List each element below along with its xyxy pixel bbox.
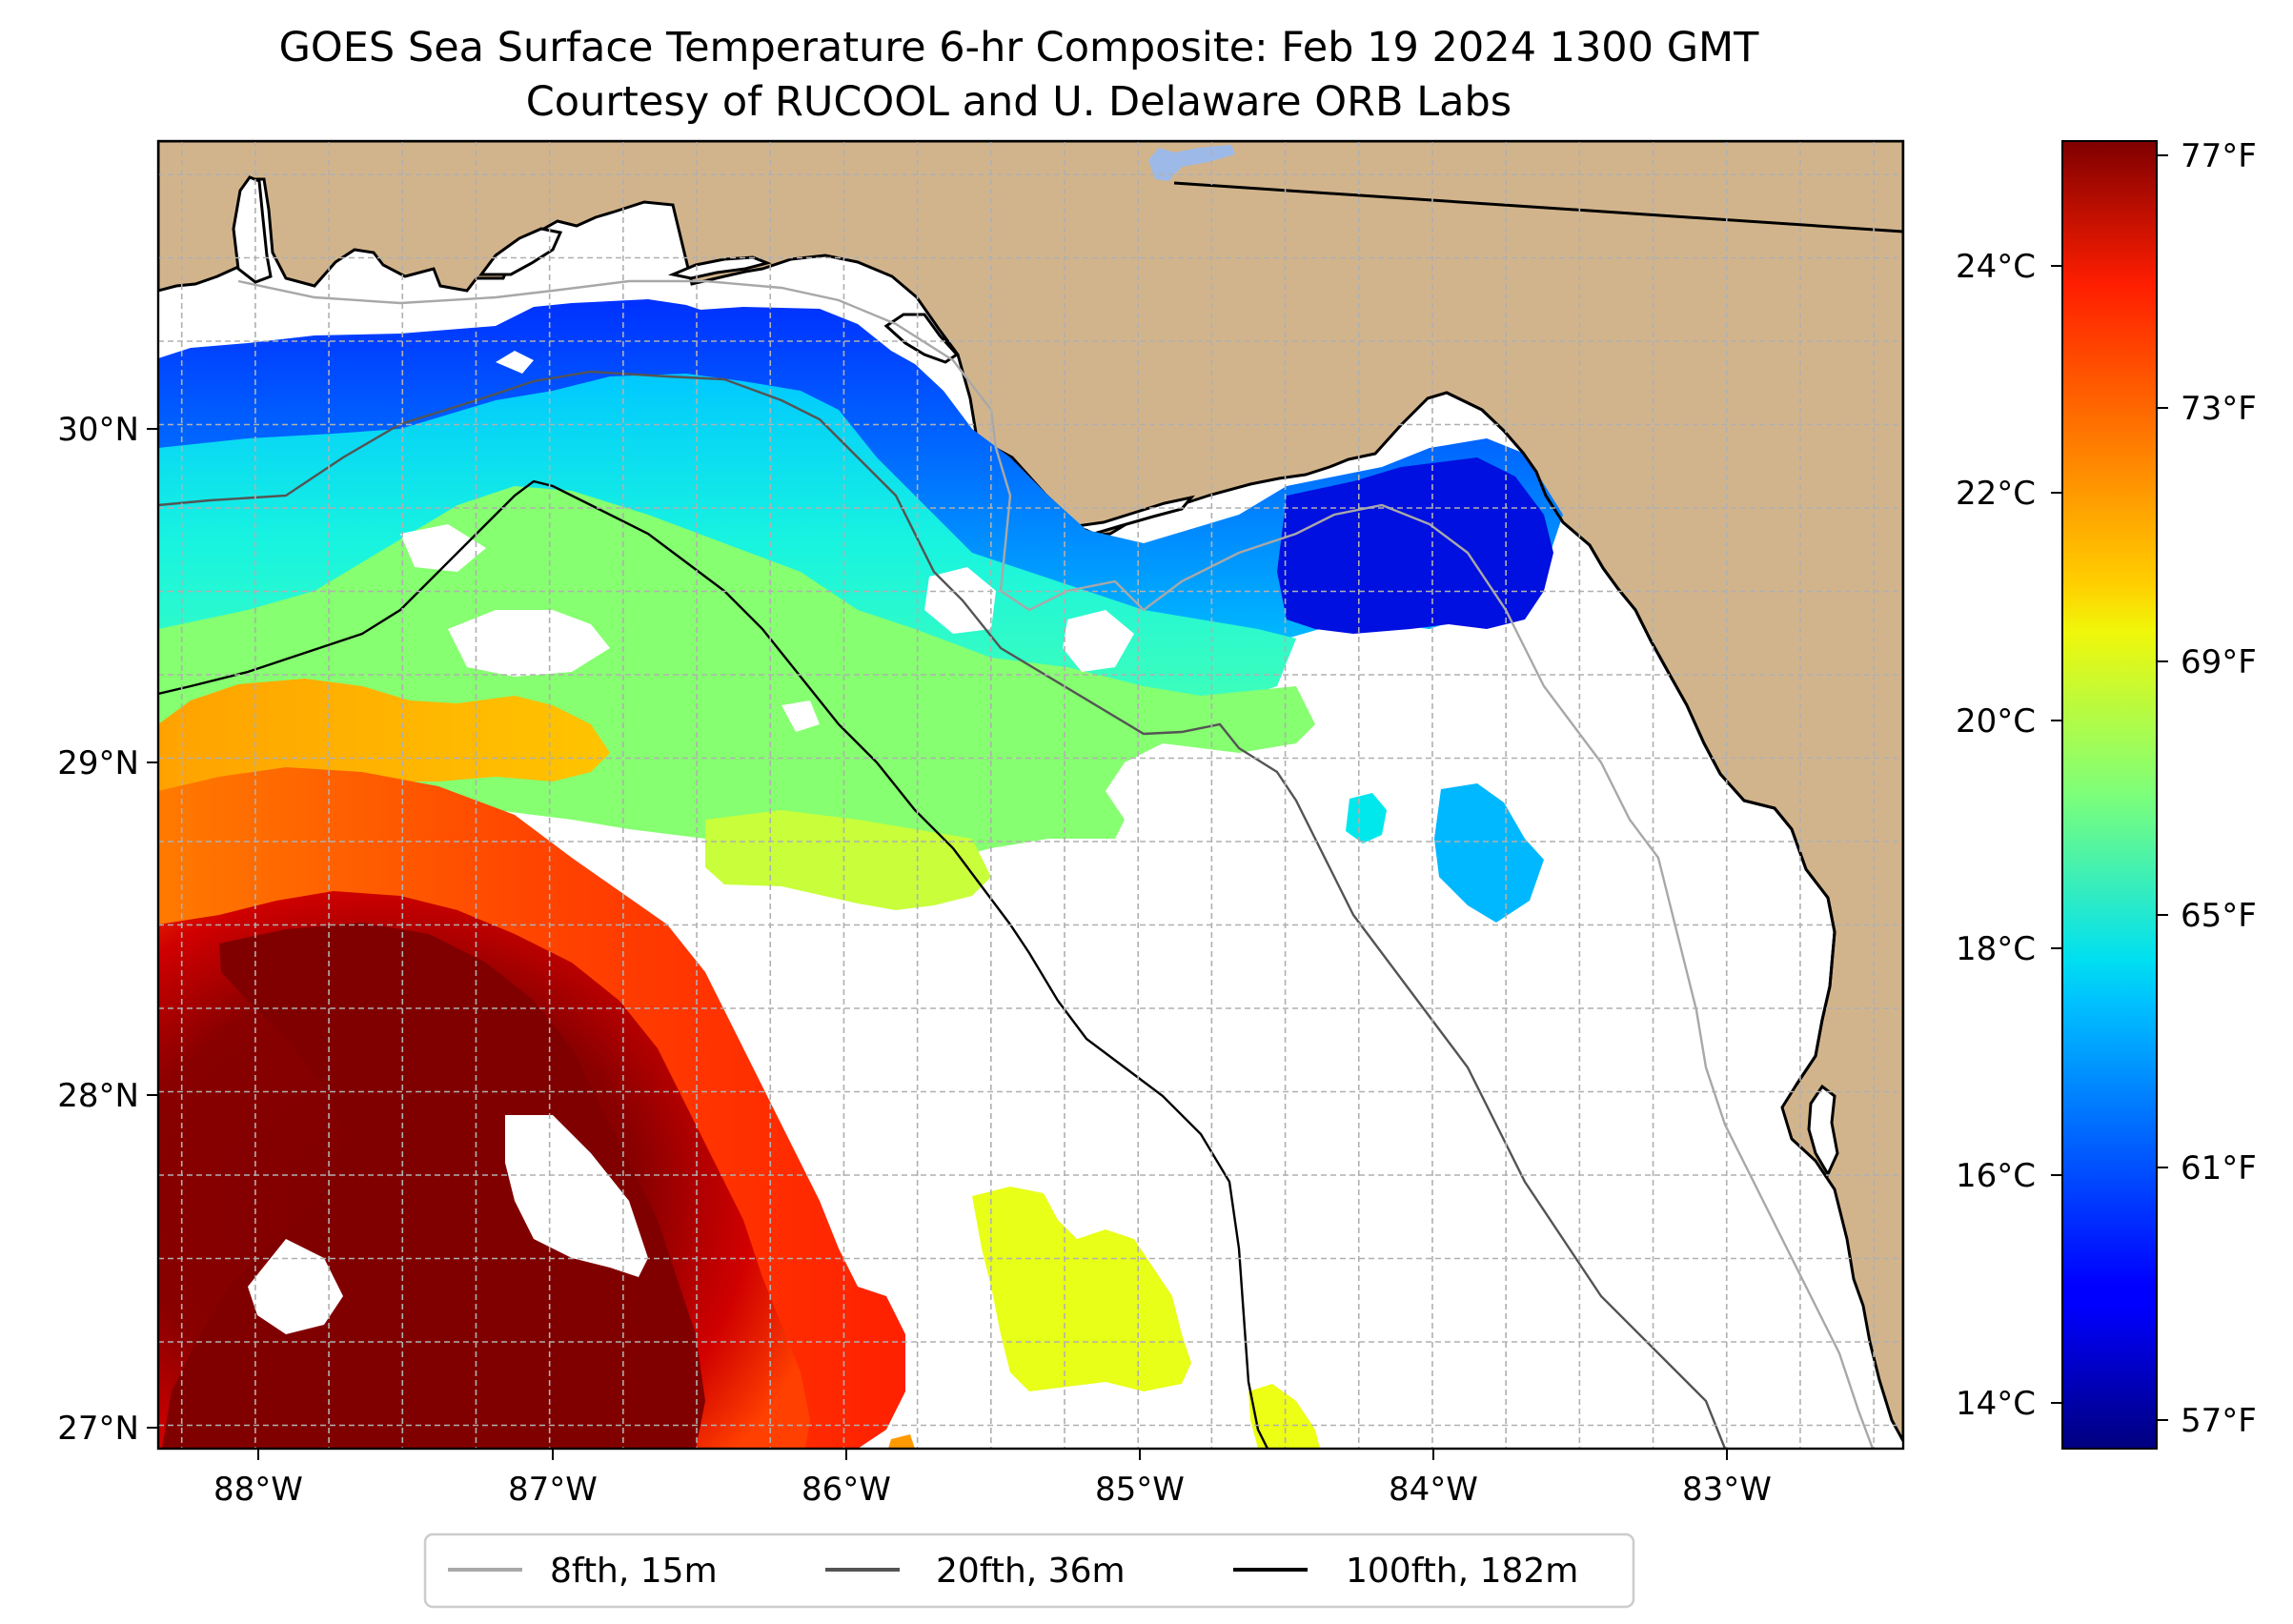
lon-tick-label-83: 83°W [1682,1471,1772,1509]
lat-tick-label-29: 29°N [57,744,139,782]
cloud-gap-1 [448,610,610,677]
celsius-tick-label-14: 14°C [1956,1385,2036,1423]
map-frame [156,139,1905,1451]
lake-seminole [1148,145,1235,181]
lat-tick-label-27: 27°N [57,1410,139,1448]
sst-cyan-spot [1346,793,1387,843]
cloud-gap-6 [781,700,820,732]
colorbar: 14°C 16°C 18°C 20°C 22°C 24°C 57°F 61°F … [1956,137,2257,1450]
legend-label-8fth: 8fth, 15m [550,1552,718,1591]
lat-tick-label-28: 28°N [57,1077,139,1115]
sst-orange-spot-south [888,1434,915,1449]
mobile-bay [232,175,273,284]
legend-box [423,1533,1635,1609]
lon-tick-label-88: 88°W [213,1471,303,1509]
fahrenheit-tick-label-77: 77°F [2181,137,2257,175]
sst-eddy-cloud-gap-2 [248,1239,343,1334]
sst-lightblue-spot [1434,783,1544,923]
celsius-tick-label-16: 16°C [1956,1157,2036,1195]
legend: 8fth, 15m 20fth, 36m 100fth, 182m [423,1533,1635,1609]
fahrenheit-tick-label-65: 65°F [2181,897,2257,935]
cloud-gap-2 [924,567,996,634]
sst-yellowgreen-tongue [705,810,991,910]
sst-blue-east [1277,457,1553,634]
fahrenheit-tick-label-57: 57°F [2181,1402,2257,1440]
lon-tick-label-84: 84°W [1389,1471,1478,1509]
tampa-bay [1807,1084,1839,1178]
cloud-gap-3 [1063,610,1134,672]
grid-lines [158,141,1903,1449]
lon-ticks: 88°W 87°W 86°W 85°W 84°W 83°W [213,1449,1772,1509]
lat-ticks: 27°N 28°N 29°N 30°N [57,411,158,1448]
lon-tick-label-85: 85°W [1095,1471,1185,1509]
lat-tick-label-30: 30°N [57,411,139,449]
celsius-tick-label-20: 20°C [1956,702,2036,741]
celsius-ticks: 14°C 16°C 18°C 20°C 22°C 24°C [1956,248,2062,1423]
map-panel: 88°W 87°W 86°W 85°W 84°W 83°W 27°N 28°N … [57,139,1905,1509]
pensacola-bay [478,227,563,276]
contour-20fth [158,370,1727,1449]
state-boundary [1173,181,1903,233]
sst-yellow-spot-south [1248,1384,1320,1449]
chart-subtitle: Courtesy of RUCOOL and U. Delaware ORB L… [526,78,1512,126]
contour-8fth [237,279,1875,1449]
celsius-tick-label-24: 24°C [1956,248,2036,286]
cloud-gap-5 [496,351,534,374]
legend-label-20fth: 20fth, 36m [936,1552,1126,1591]
choctawhatchee-bay [667,255,772,280]
fahrenheit-tick-label-73: 73°F [2181,390,2257,428]
cloud-gap-4 [400,524,486,572]
legend-label-100fth: 100fth, 182m [1346,1552,1578,1591]
celsius-tick-label-18: 18°C [1956,930,2036,968]
colorbar-gradient [2061,140,2158,1450]
coastline [1427,391,1836,1086]
lon-tick-label-87: 87°W [508,1471,598,1509]
fahrenheit-tick-label-61: 61°F [2181,1149,2257,1188]
contour-100fth [158,479,1269,1449]
chart-title: GOES Sea Surface Temperature 6-hr Compos… [279,24,1760,71]
sst-yellow-patch-south [972,1187,1191,1391]
fahrenheit-tick-label-69: 69°F [2181,643,2257,681]
lon-tick-label-86: 86°W [802,1471,891,1509]
celsius-tick-label-22: 22°C [1956,475,2036,513]
apalachicola-bay [1071,495,1195,536]
sst-eddy-cloud-gap [505,1115,648,1277]
fahrenheit-ticks: 57°F 61°F 65°F 69°F 73°F 77°F [2157,137,2257,1440]
